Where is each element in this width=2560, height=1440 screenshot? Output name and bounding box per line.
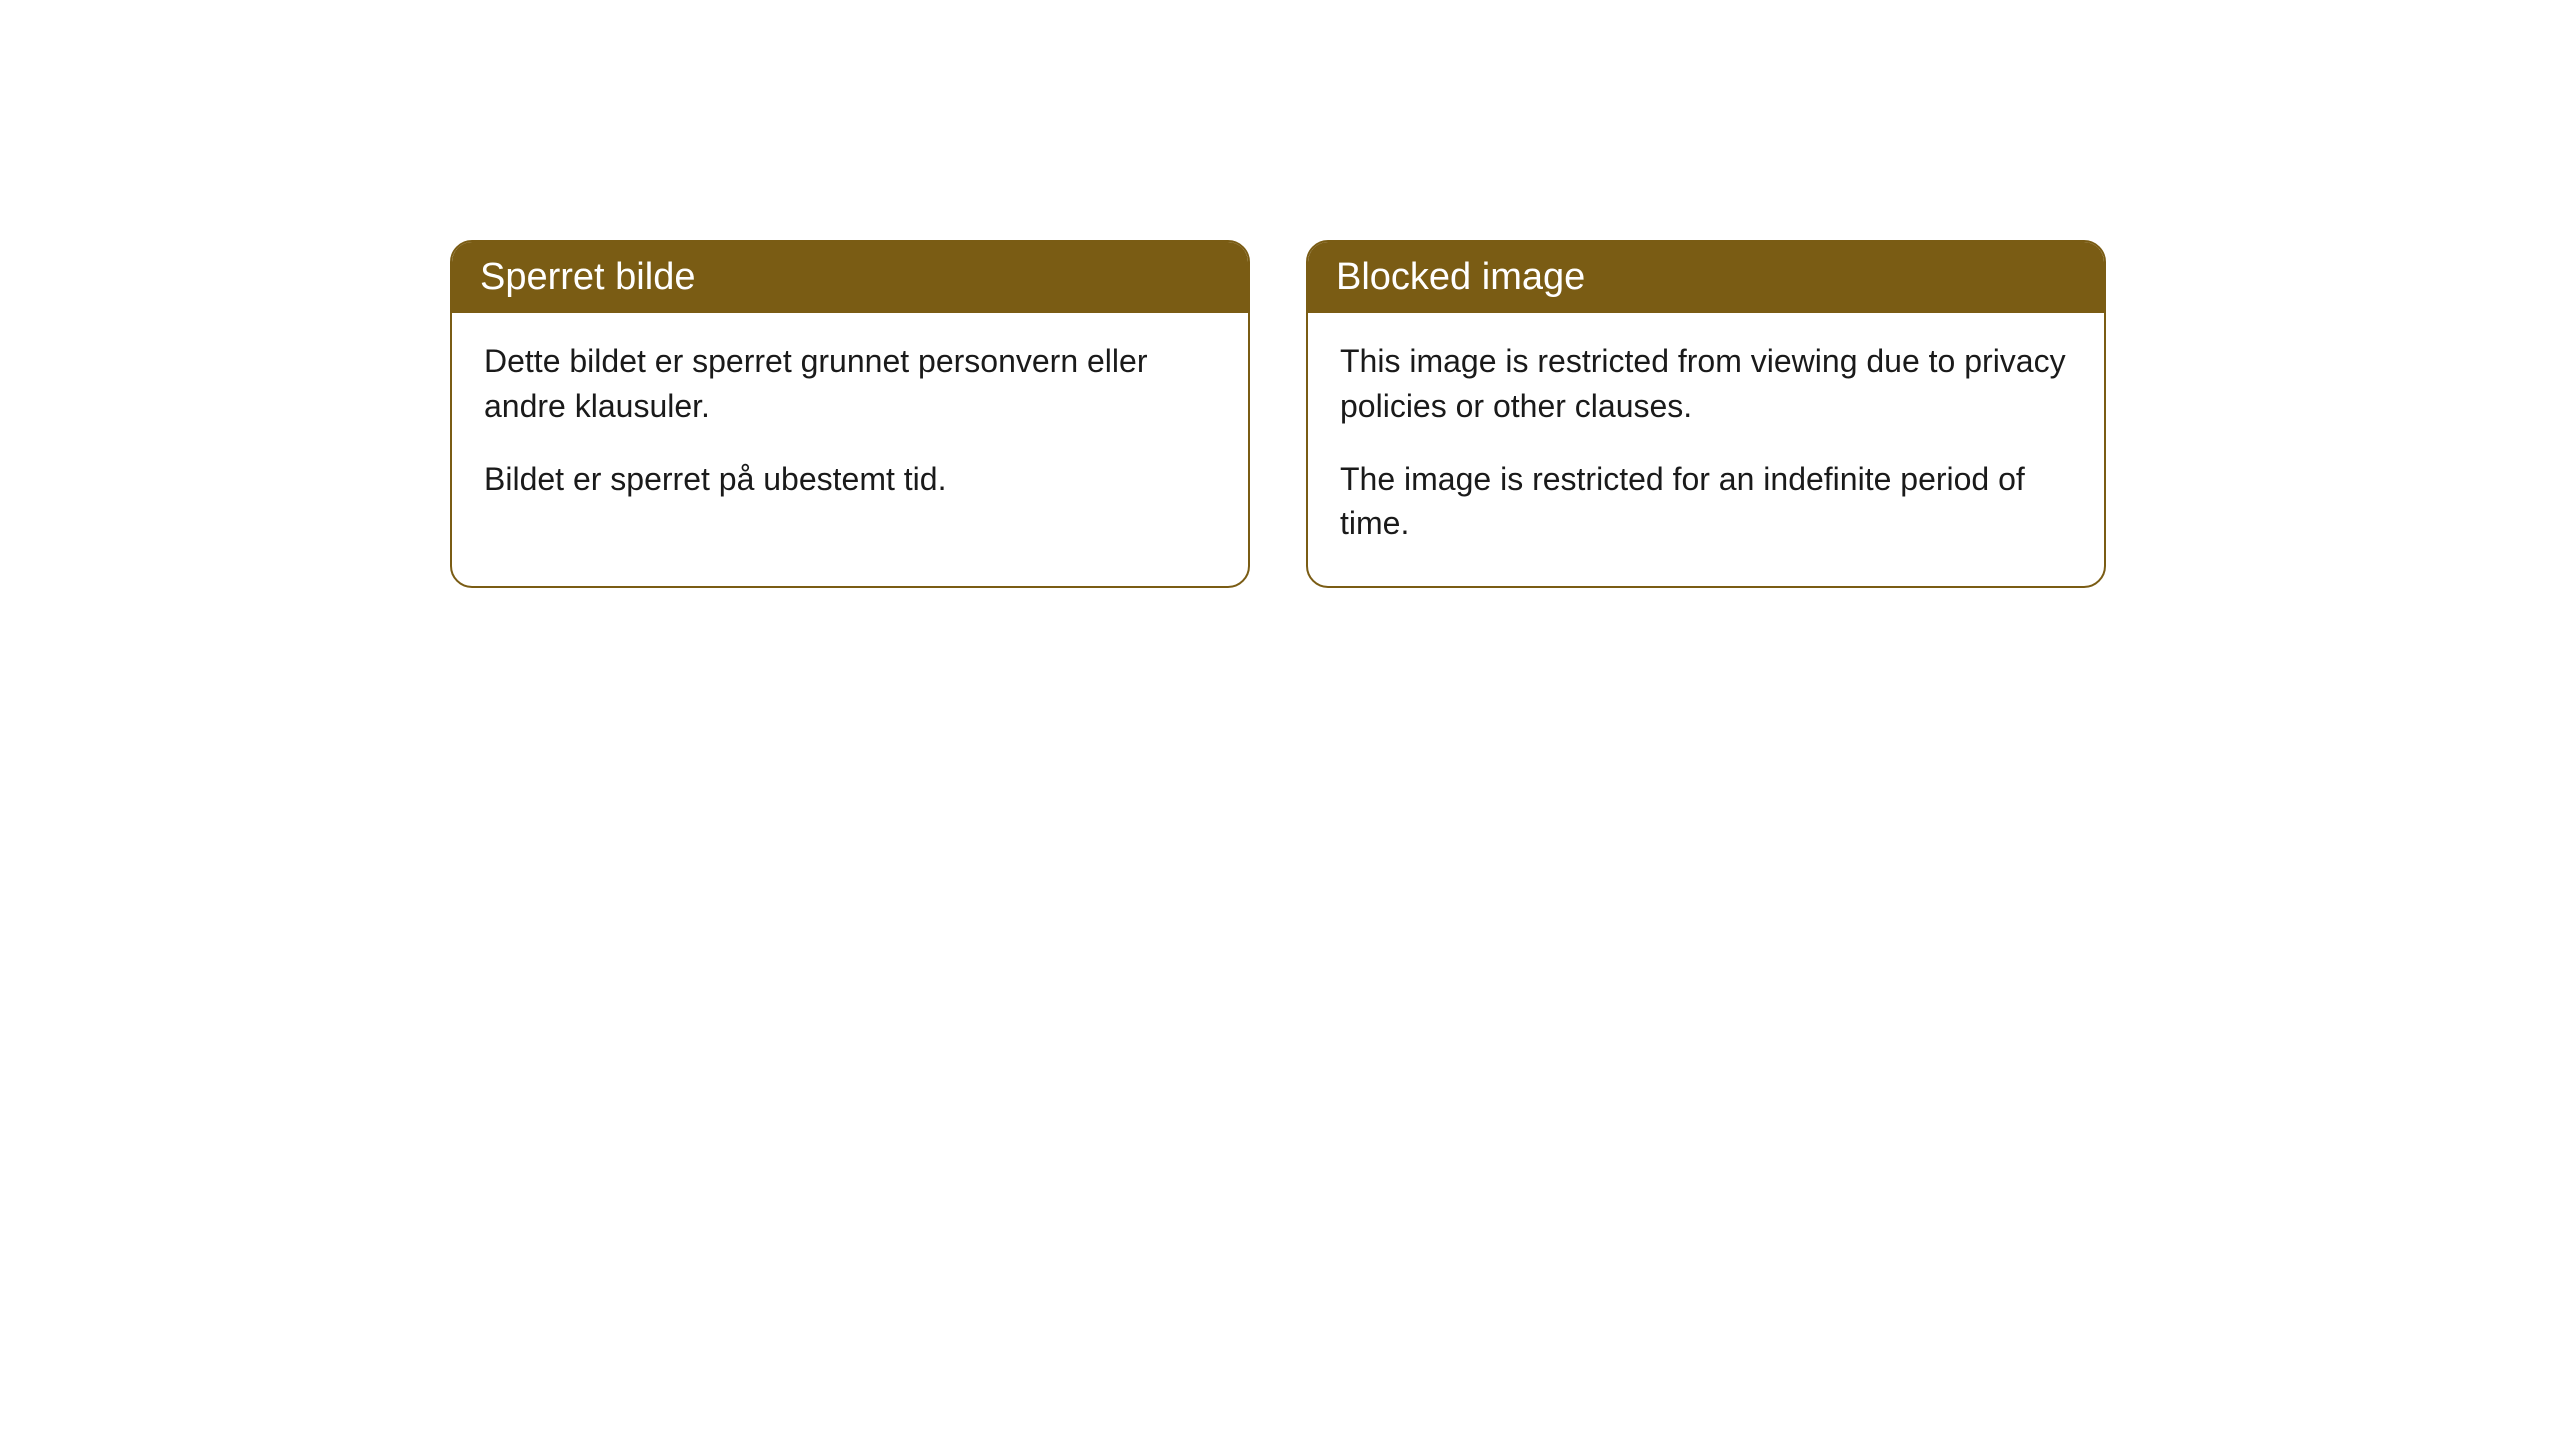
card-paragraph: Dette bildet er sperret grunnet personve… <box>484 339 1216 429</box>
card-title: Sperret bilde <box>480 256 695 298</box>
card-paragraph: This image is restricted from viewing du… <box>1340 339 2072 429</box>
card-norwegian: Sperret bilde Dette bildet er sperret gr… <box>450 240 1250 588</box>
card-english: Blocked image This image is restricted f… <box>1306 240 2106 588</box>
card-header-norwegian: Sperret bilde <box>452 242 1248 313</box>
cards-container: Sperret bilde Dette bildet er sperret gr… <box>450 240 2560 588</box>
card-body-english: This image is restricted from viewing du… <box>1308 313 2104 586</box>
card-title: Blocked image <box>1336 256 1585 298</box>
card-body-norwegian: Dette bildet er sperret grunnet personve… <box>452 313 1248 541</box>
card-paragraph: The image is restricted for an indefinit… <box>1340 457 2072 547</box>
card-header-english: Blocked image <box>1308 242 2104 313</box>
card-paragraph: Bildet er sperret på ubestemt tid. <box>484 457 1216 502</box>
